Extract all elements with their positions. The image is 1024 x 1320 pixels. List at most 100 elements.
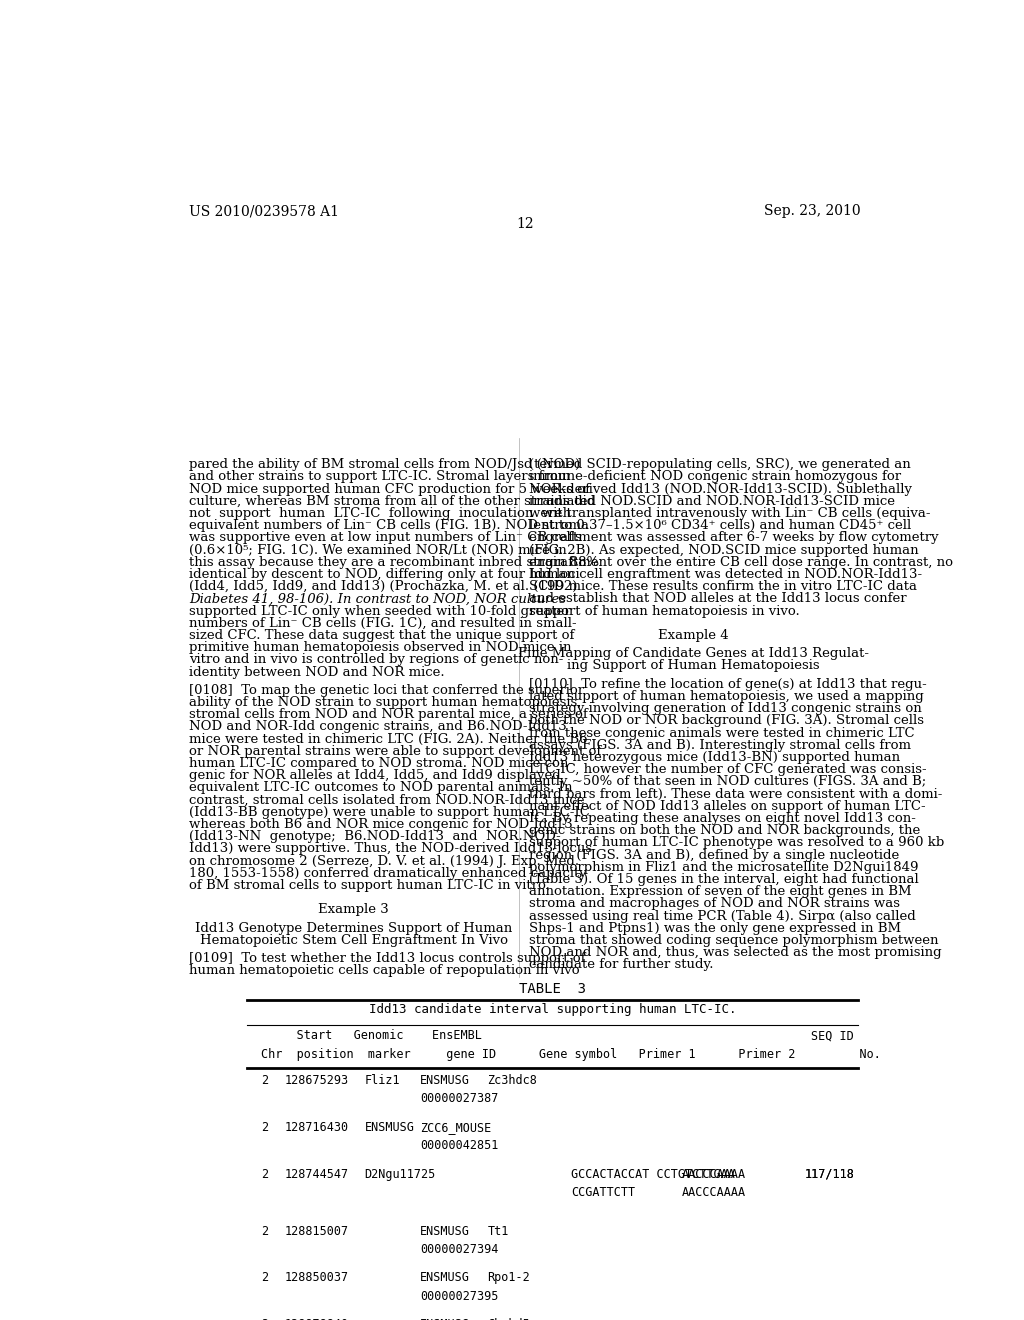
Text: were transplanted intravenously with Lin⁻ CB cells (equiva-: were transplanted intravenously with Lin… bbox=[528, 507, 930, 520]
Text: Idd13 heterozygous mice (Idd13-BN) supported human: Idd13 heterozygous mice (Idd13-BN) suppo… bbox=[528, 751, 900, 764]
Text: CCGATTCTT: CCGATTCTT bbox=[570, 1185, 635, 1199]
Text: 2: 2 bbox=[261, 1168, 268, 1180]
Text: Idd13 candidate interval supporting human LTC-IC.: Idd13 candidate interval supporting huma… bbox=[369, 1003, 736, 1016]
Text: human hematopoietic cells capable of repopulation in vivo: human hematopoietic cells capable of rep… bbox=[189, 965, 580, 977]
Text: polymorphism in Fliz1 and the microsatellite D2Ngui1849: polymorphism in Fliz1 and the microsatel… bbox=[528, 861, 919, 874]
Text: Zc3hdc8: Zc3hdc8 bbox=[487, 1074, 538, 1088]
Text: support of human LTC-IC phenotype was resolved to a 960 kb: support of human LTC-IC phenotype was re… bbox=[528, 837, 944, 849]
Text: lated support of human hematopoiesis, we used a mapping: lated support of human hematopoiesis, we… bbox=[528, 690, 924, 704]
Text: candidate for further study.: candidate for further study. bbox=[528, 958, 714, 972]
Text: 117/118: 117/118 bbox=[804, 1168, 854, 1180]
Text: tently ~50% of that seen in NOD cultures (FIGS. 3A and B;: tently ~50% of that seen in NOD cultures… bbox=[528, 775, 926, 788]
Text: Diabetes 41, 98-106). In contrast to NOD, NOR cultures: Diabetes 41, 98-106). In contrast to NOD… bbox=[189, 593, 566, 606]
Text: NOD and NOR-Idd congenic strains, and B6.NOD-Idd13: NOD and NOR-Idd congenic strains, and B6… bbox=[189, 721, 567, 734]
Text: 2: 2 bbox=[261, 1271, 268, 1284]
Text: (Idd13-BB genotype) were unable to support human LTC-IC: (Idd13-BB genotype) were unable to suppo… bbox=[189, 805, 590, 818]
Text: whereas both B6 and NOR mice congenic for NOD Idd13: whereas both B6 and NOR mice congenic fo… bbox=[189, 818, 572, 832]
Text: Fliz1: Fliz1 bbox=[365, 1074, 400, 1088]
Text: (Idd13-NN  genotype;  B6.NOD-Idd13  and  NOR.NOD-: (Idd13-NN genotype; B6.NOD-Idd13 and NOR… bbox=[189, 830, 561, 843]
Text: Tt1: Tt1 bbox=[487, 1225, 509, 1238]
Text: Sep. 23, 2010: Sep. 23, 2010 bbox=[764, 205, 860, 218]
Text: and establish that NOD alleles at the Idd13 locus confer: and establish that NOD alleles at the Id… bbox=[528, 593, 906, 606]
Text: strategy involving generation of Idd13 congenic strains on: strategy involving generation of Idd13 c… bbox=[528, 702, 922, 715]
Text: Fine Mapping of Candidate Genes at Idd13 Regulat-: Fine Mapping of Candidate Genes at Idd13… bbox=[518, 647, 869, 660]
Text: 12: 12 bbox=[516, 218, 534, 231]
Text: human LTC-IC compared to NOD stroma. NOD mice con-: human LTC-IC compared to NOD stroma. NOD… bbox=[189, 758, 573, 770]
Text: 128744547: 128744547 bbox=[285, 1168, 349, 1180]
Text: sized CFC. These data suggest that the unique support of: sized CFC. These data suggest that the u… bbox=[189, 630, 574, 642]
Text: 2: 2 bbox=[261, 1319, 268, 1320]
Text: and other strains to support LTC-IC. Stromal layers from: and other strains to support LTC-IC. Str… bbox=[189, 470, 570, 483]
Text: AACCCAAAA: AACCCAAAA bbox=[682, 1185, 746, 1199]
Text: NOD mice supported human CFC production for 5 weeks of: NOD mice supported human CFC production … bbox=[189, 483, 590, 495]
Text: region (FIGS. 3A and B), defined by a single nucleotide: region (FIGS. 3A and B), defined by a si… bbox=[528, 849, 899, 862]
Text: primitive human hematopoiesis observed in NOD mice in: primitive human hematopoiesis observed i… bbox=[189, 642, 571, 655]
Text: numbers of Lin⁻ CB cells (FIG. 1C), and resulted in small-: numbers of Lin⁻ CB cells (FIG. 1C), and … bbox=[189, 616, 577, 630]
Text: 00000042851: 00000042851 bbox=[420, 1139, 499, 1152]
Text: IC. By repeating these analyses on eight novel Idd13 con-: IC. By repeating these analyses on eight… bbox=[528, 812, 915, 825]
Text: (Table 3). Of 15 genes in the interval, eight had functional: (Table 3). Of 15 genes in the interval, … bbox=[528, 873, 919, 886]
Text: supported LTC-IC only when seeded with 10-fold greater: supported LTC-IC only when seeded with 1… bbox=[189, 605, 570, 618]
Text: 128716430: 128716430 bbox=[285, 1121, 349, 1134]
Text: SCID mice. These results confirm the in vitro LTC-IC data: SCID mice. These results confirm the in … bbox=[528, 581, 916, 593]
Text: 128815007: 128815007 bbox=[285, 1225, 349, 1238]
Text: 2: 2 bbox=[261, 1225, 268, 1238]
Text: NOD and NOR and, thus, was selected as the most promising: NOD and NOR and, thus, was selected as t… bbox=[528, 946, 941, 960]
Text: (termed SCID-repopulating cells, SRC), we generated an: (termed SCID-repopulating cells, SRC), w… bbox=[528, 458, 910, 471]
Text: identical by descent to NOD, differing only at four Idd loci: identical by descent to NOD, differing o… bbox=[189, 568, 580, 581]
Text: GCCACTACCAT CCTGTCTTGAA: GCCACTACCAT CCTGTCTTGAA bbox=[570, 1168, 734, 1180]
Text: equivalent numbers of Lin⁻ CB cells (FIG. 1B). NOD stroma: equivalent numbers of Lin⁻ CB cells (FIG… bbox=[189, 519, 589, 532]
Text: D2Ngu11725: D2Ngu11725 bbox=[365, 1168, 436, 1180]
Text: Start   Genomic    EnsEMBL: Start Genomic EnsEMBL bbox=[261, 1030, 482, 1043]
Text: [0110]  To refine the location of gene(s) at Idd13 that regu-: [0110] To refine the location of gene(s)… bbox=[528, 677, 927, 690]
Text: NOR-derived Idd13 (NOD.NOR-Idd13-SCID). Sublethally: NOR-derived Idd13 (NOD.NOR-Idd13-SCID). … bbox=[528, 483, 911, 495]
Text: 117/118: 117/118 bbox=[804, 1168, 854, 1180]
Text: mice were tested in chimeric LTC (FIG. 2A). Neither the B6: mice were tested in chimeric LTC (FIG. 2… bbox=[189, 733, 588, 746]
Text: culture, whereas BM stroma from all of the other strains did: culture, whereas BM stroma from all of t… bbox=[189, 495, 595, 508]
Text: ability of the NOD strain to support human hematopoiesis,: ability of the NOD strain to support hum… bbox=[189, 696, 582, 709]
Text: (FIG. 2B). As expected, NOD.SCID mice supported human: (FIG. 2B). As expected, NOD.SCID mice su… bbox=[528, 544, 919, 557]
Text: engraftment was assessed after 6-7 weeks by flow cytometry: engraftment was assessed after 6-7 weeks… bbox=[528, 532, 938, 544]
Text: Idd13 Genotype Determines Support of Human: Idd13 Genotype Determines Support of Hum… bbox=[196, 921, 512, 935]
Text: annotation. Expression of seven of the eight genes in BM: annotation. Expression of seven of the e… bbox=[528, 886, 911, 898]
Text: Chr  position  marker     gene ID      Gene symbol   Primer 1      Primer 2     : Chr position marker gene ID Gene symbol … bbox=[261, 1048, 882, 1061]
Text: of BM stromal cells to support human LTC-IC in vitro.: of BM stromal cells to support human LTC… bbox=[189, 879, 550, 892]
Text: Chchd5: Chchd5 bbox=[487, 1319, 530, 1320]
Text: stromal cells from NOD and NOR parental mice, a series of: stromal cells from NOD and NOR parental … bbox=[189, 709, 588, 721]
Text: ENSMUSG: ENSMUSG bbox=[420, 1271, 470, 1284]
Text: on chromosome 2 (Serreze, D. V. et al. (1994) J. Exp. Med.: on chromosome 2 (Serreze, D. V. et al. (… bbox=[189, 854, 580, 867]
Text: (Idd4, Idd5, Idd9, and Idd13) (Prochazka, M. et al. (1992): (Idd4, Idd5, Idd9, and Idd13) (Prochazka… bbox=[189, 581, 578, 593]
Text: equivalent LTC-IC outcomes to NOD parental animals. In: equivalent LTC-IC outcomes to NOD parent… bbox=[189, 781, 572, 795]
Text: ing Support of Human Hematopoiesis: ing Support of Human Hematopoiesis bbox=[567, 660, 820, 672]
Text: both the NOD or NOR background (FIG. 3A). Stromal cells: both the NOD or NOR background (FIG. 3A)… bbox=[528, 714, 924, 727]
Text: 00000027395: 00000027395 bbox=[420, 1290, 499, 1303]
Text: human cell engraftment was detected in NOD.NOR-Idd13-: human cell engraftment was detected in N… bbox=[528, 568, 922, 581]
Text: assessed using real time PCR (Table 4). Sirpα (also called: assessed using real time PCR (Table 4). … bbox=[528, 909, 915, 923]
Text: irradiated NOD.SCID and NOD.NOR-Idd13-SCID mice: irradiated NOD.SCID and NOD.NOR-Idd13-SC… bbox=[528, 495, 895, 508]
Text: 00000027387: 00000027387 bbox=[420, 1093, 499, 1105]
Text: LTC-IC, however the number of CFC generated was consis-: LTC-IC, however the number of CFC genera… bbox=[528, 763, 927, 776]
Text: was supportive even at low input numbers of Lin⁻ CB cells: was supportive even at low input numbers… bbox=[189, 532, 582, 544]
Text: Hematopoietic Stem Cell Engraftment In Vivo: Hematopoietic Stem Cell Engraftment In V… bbox=[200, 935, 508, 946]
Text: third bars from left). These data were consistent with a domi-: third bars from left). These data were c… bbox=[528, 788, 942, 800]
Text: genic for NOR alleles at Idd4, Idd5, and Idd9 displayed: genic for NOR alleles at Idd4, Idd5, and… bbox=[189, 770, 561, 783]
Text: 128878840: 128878840 bbox=[285, 1319, 349, 1320]
Text: not  support  human  LTC-IC  following  inoculation  with: not support human LTC-IC following inocu… bbox=[189, 507, 571, 520]
Text: nant effect of NOD Idd13 alleles on support of human LTC-: nant effect of NOD Idd13 alleles on supp… bbox=[528, 800, 926, 813]
Text: Example 3: Example 3 bbox=[318, 903, 389, 916]
Text: support of human hematopoiesis in vivo.: support of human hematopoiesis in vivo. bbox=[528, 605, 800, 618]
Text: AACCCAAAA: AACCCAAAA bbox=[682, 1168, 746, 1180]
Text: 128675293: 128675293 bbox=[285, 1074, 349, 1088]
Text: 128850037: 128850037 bbox=[285, 1271, 349, 1284]
Text: ENSMUSG: ENSMUSG bbox=[420, 1319, 470, 1320]
Text: Shps-1 and Ptpns1) was the only gene expressed in BM: Shps-1 and Ptpns1) was the only gene exp… bbox=[528, 921, 901, 935]
Text: Example 4: Example 4 bbox=[658, 630, 729, 642]
Text: [0109]  To test whether the Idd13 locus controls support of: [0109] To test whether the Idd13 locus c… bbox=[189, 952, 586, 965]
Text: genic strains on both the NOD and NOR backgrounds, the: genic strains on both the NOD and NOR ba… bbox=[528, 824, 920, 837]
Text: [0108]  To map the genetic loci that conferred the superior: [0108] To map the genetic loci that conf… bbox=[189, 684, 585, 697]
Text: 00000027394: 00000027394 bbox=[420, 1243, 499, 1255]
Text: vitro and in vivo is controlled by regions of genetic non-: vitro and in vivo is controlled by regio… bbox=[189, 653, 563, 667]
Text: stroma that showed coding sequence polymorphism between: stroma that showed coding sequence polym… bbox=[528, 935, 938, 946]
Text: this assay because they are a recombinant inbred strain 88%: this assay because they are a recombinan… bbox=[189, 556, 599, 569]
Text: Rpo1-2: Rpo1-2 bbox=[487, 1271, 530, 1284]
